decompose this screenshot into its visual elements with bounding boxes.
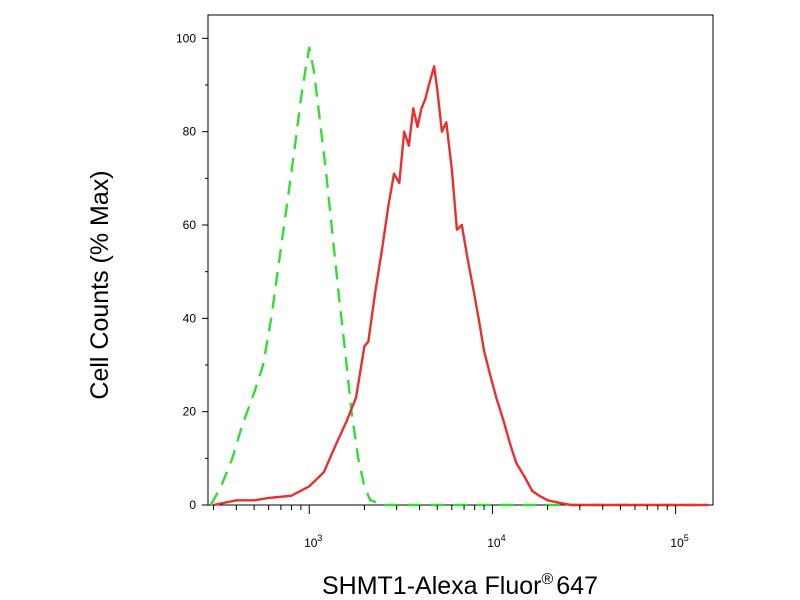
x-axis-title-superscript: ® [541, 571, 553, 588]
series-layer [209, 46, 710, 507]
y-axis-ticks: 0 20 40 60 80 100 [176, 31, 208, 512]
isotype-control-curve [209, 46, 708, 507]
x-tick-exponent: 3 [317, 533, 322, 543]
plot-border [207, 14, 714, 506]
x-tick-exponent: 4 [501, 533, 506, 543]
x-tick-base: 10 [670, 536, 684, 550]
x-tick-label: 105 [670, 533, 688, 550]
y-tick-label: 0 [189, 498, 196, 512]
y-tick-label: 80 [183, 125, 197, 139]
y-tick-label: 20 [183, 405, 197, 419]
sample-curve [212, 65, 710, 507]
y-axis-title: Cell Counts (% Max) [86, 170, 114, 399]
x-tick-base: 10 [487, 536, 501, 550]
x-tick-label: 103 [304, 533, 322, 550]
y-tick-label: 100 [176, 31, 196, 45]
y-tick-label: 40 [183, 311, 197, 325]
x-axis-ticks: 103 104 105 [212, 505, 689, 550]
x-axis-title-suffix: 647 [556, 572, 598, 600]
y-tick-label: 60 [183, 218, 197, 232]
x-axis-title-main: SHMT1-Alexa Fluor [322, 572, 542, 600]
x-tick-label: 104 [487, 533, 505, 550]
x-axis-title: SHMT1-Alexa Fluor® 647 [322, 571, 598, 600]
x-tick-exponent: 5 [684, 533, 689, 543]
plot-frame [207, 14, 714, 506]
x-tick-base: 10 [304, 536, 318, 550]
